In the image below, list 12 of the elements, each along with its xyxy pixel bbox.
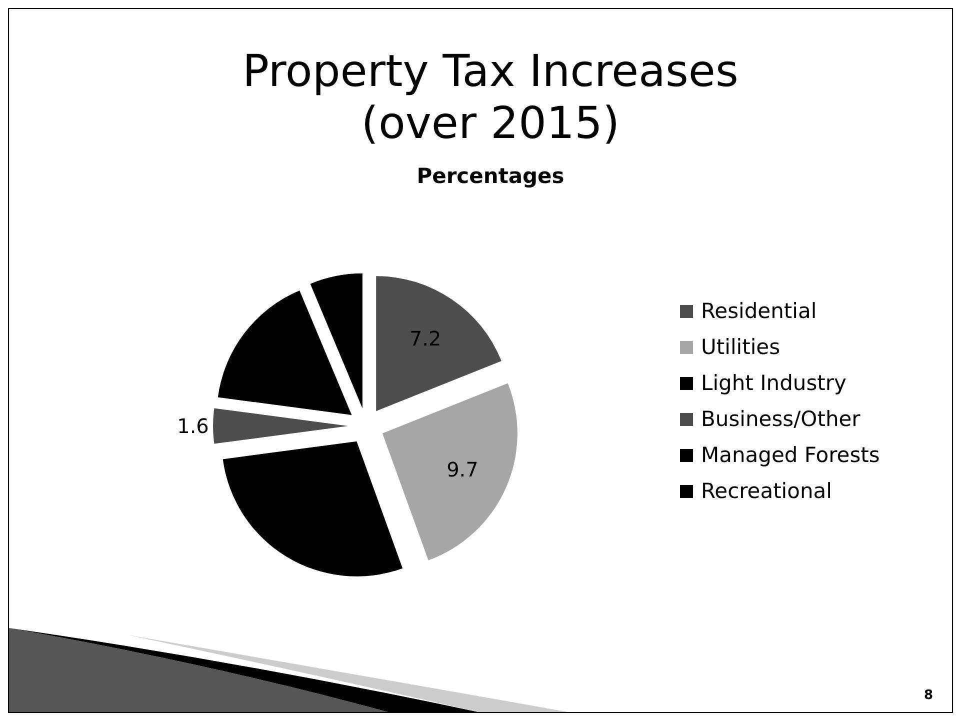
data-label: 7.2 (409, 326, 442, 350)
legend-label: Residential (701, 299, 817, 323)
text: 8 (924, 688, 933, 703)
data-label: 1.6 (177, 414, 209, 438)
chart-subtitle: Percentages (416, 164, 564, 188)
legend-label: Recreational (701, 479, 832, 503)
legend-label: Light Industry (701, 371, 846, 395)
data-label: 9.7 (446, 457, 478, 482)
legend-label: Business/Other (701, 407, 861, 431)
chart-title: Property Tax Increases (over 2015) (242, 46, 738, 149)
legend-label: Managed Forests (701, 443, 880, 467)
legend-label: Utilities (701, 335, 780, 359)
